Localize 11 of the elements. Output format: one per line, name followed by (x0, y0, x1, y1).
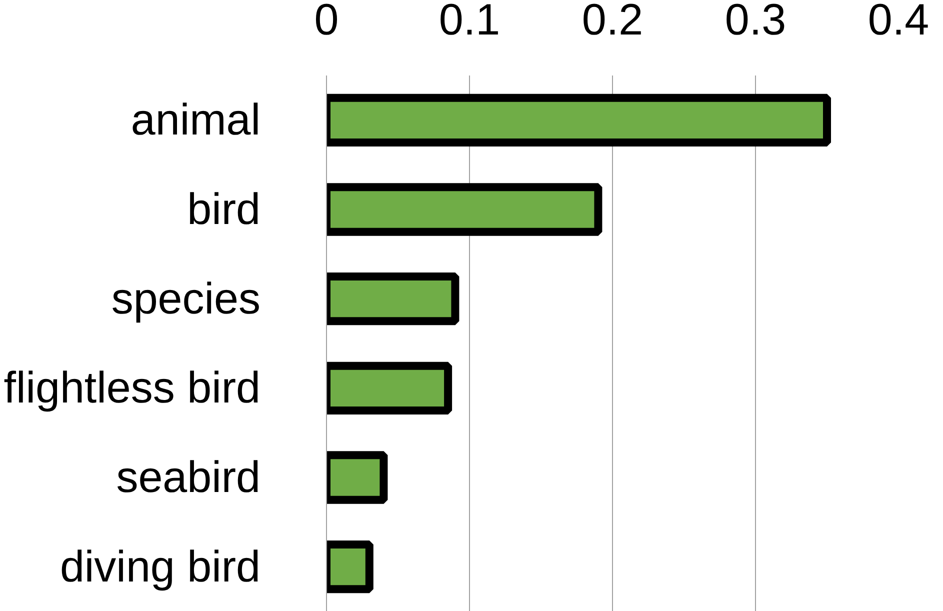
y-tick-label: seabird (116, 453, 260, 502)
x-tick-label: 0.1 (438, 0, 500, 44)
x-tick-label: 0.2 (582, 0, 644, 44)
y-tick-label: bird (187, 185, 261, 234)
x-tick-label: 0.4 (868, 0, 930, 44)
y-tick-label: flightless bird (4, 364, 260, 413)
x-tick-label: 0 (314, 0, 339, 44)
x-tick-label: 0.3 (724, 0, 786, 44)
y-tick-label: animal (130, 96, 261, 145)
y-tick-label: species (111, 274, 260, 324)
y-tick-label: diving bird (60, 542, 261, 592)
